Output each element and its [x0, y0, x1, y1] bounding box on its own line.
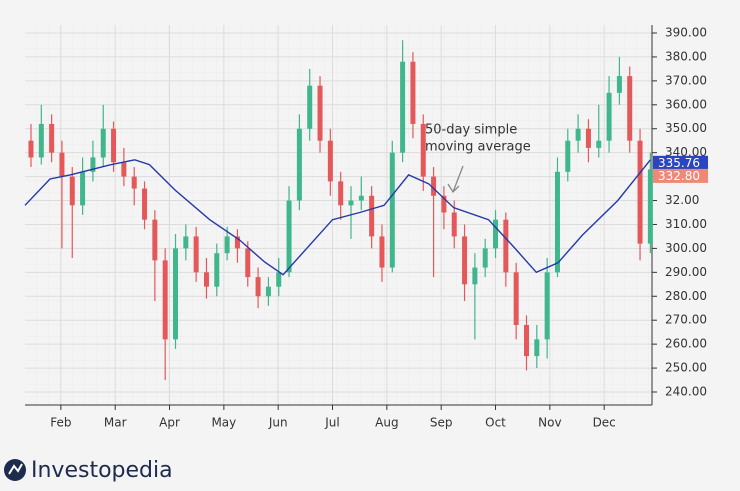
candle-body: [317, 85, 323, 141]
y-tick-label: 360.00: [665, 97, 707, 111]
x-tick-label: Jun: [268, 416, 288, 430]
candle-body: [203, 272, 209, 287]
candle-body: [245, 248, 251, 278]
candle-body: [596, 140, 602, 148]
candle-body: [59, 152, 65, 177]
candle-body: [544, 272, 550, 340]
y-tick-label: 240.00: [665, 385, 707, 399]
annotation-arrow: [447, 165, 464, 194]
y-tick-label: 310.00: [665, 217, 707, 231]
last-price-tag: [653, 168, 708, 183]
candle-body: [389, 152, 395, 268]
candle-body: [369, 195, 375, 237]
y-tick-label: 350.00: [665, 121, 707, 135]
candle-body: [111, 128, 117, 163]
candle-body: [534, 339, 540, 357]
candle-body: [173, 248, 179, 340]
y-tick-label: 340.00: [665, 145, 707, 159]
candle-body: [286, 200, 292, 273]
candle-body: [637, 140, 643, 244]
candle-body: [80, 171, 86, 206]
x-tick-label: Dec: [593, 416, 616, 430]
candle-body: [451, 212, 457, 237]
candle-body: [162, 260, 168, 340]
y-tick-label: 380.00: [665, 49, 707, 63]
candle-body: [441, 195, 447, 213]
x-tick-label: Jul: [324, 416, 339, 430]
last-price-tag: [653, 155, 708, 170]
candle-body: [554, 171, 560, 273]
candle-body: [152, 219, 158, 261]
candle-body: [472, 267, 478, 285]
candle-body: [575, 128, 581, 141]
candle-body: [214, 253, 220, 287]
last-price-label: 335.76: [658, 156, 700, 170]
candle-body: [358, 195, 364, 201]
candle-body: [482, 248, 488, 268]
candle-body: [142, 188, 148, 220]
y-tick-label: 260.00: [665, 337, 707, 351]
candle-body: [90, 157, 96, 172]
candle-body: [131, 176, 137, 189]
candle-body: [69, 176, 75, 206]
candle-body: [523, 324, 529, 357]
y-tick-label: 250.00: [665, 361, 707, 375]
candle-body: [585, 128, 591, 148]
y-tick-label: 370.00: [665, 73, 707, 87]
candle-body: [276, 272, 282, 287]
candle-body: [193, 236, 199, 273]
x-tick-label: Nov: [538, 416, 561, 430]
candle-body: [400, 61, 406, 153]
x-tick-label: Aug: [375, 416, 398, 430]
candle-body: [627, 76, 633, 141]
moving-average-line: [24, 159, 651, 276]
candle-body: [338, 181, 344, 206]
candle-body: [503, 219, 509, 273]
candle-body: [121, 162, 127, 177]
candle-body: [224, 236, 230, 254]
y-tick-label: 32.00: [665, 193, 699, 207]
candle-body: [327, 140, 333, 182]
candle-body: [606, 92, 612, 141]
candle-body: [616, 76, 622, 93]
candle-body: [647, 169, 653, 244]
candle-body: [420, 123, 426, 177]
x-tick-label: Sep: [430, 416, 453, 430]
candle-body: [183, 236, 189, 249]
candle-body: [100, 128, 106, 158]
candle-body: [296, 128, 302, 201]
candle-body: [234, 236, 240, 249]
candle-body: [49, 123, 55, 153]
candle-body: [265, 286, 271, 297]
candle-body: [307, 85, 313, 129]
annotation-text: moving average: [425, 140, 531, 155]
x-tick-label: Apr: [159, 416, 180, 430]
x-tick-label: Mar: [104, 416, 127, 430]
candle-body: [431, 176, 437, 196]
candle-body: [493, 219, 499, 249]
candle-body: [28, 140, 34, 158]
y-tick-label: 390.00: [665, 26, 707, 40]
brand-logo: Investopedia: [4, 458, 173, 483]
x-tick-label: Oct: [485, 416, 506, 430]
candle-body: [255, 277, 261, 297]
brand-name: Investopedia: [31, 458, 173, 483]
y-tick-label: 270.00: [665, 313, 707, 327]
candle-body: [379, 236, 385, 268]
candle-body: [462, 236, 468, 285]
candle-body: [38, 123, 44, 158]
y-tick-label: 300.00: [665, 241, 707, 255]
y-tick-label: 280.00: [665, 289, 707, 303]
x-tick-label: Feb: [50, 416, 71, 430]
candle-body: [513, 272, 519, 325]
last-price-label: 332.80: [658, 169, 700, 183]
annotation-text: 50-day simple: [425, 123, 517, 138]
candle-body: [565, 140, 571, 172]
candle-body: [348, 200, 354, 206]
y-tick-label: 290.00: [665, 265, 707, 279]
candle-body: [410, 61, 416, 124]
x-tick-label: May: [211, 416, 236, 430]
